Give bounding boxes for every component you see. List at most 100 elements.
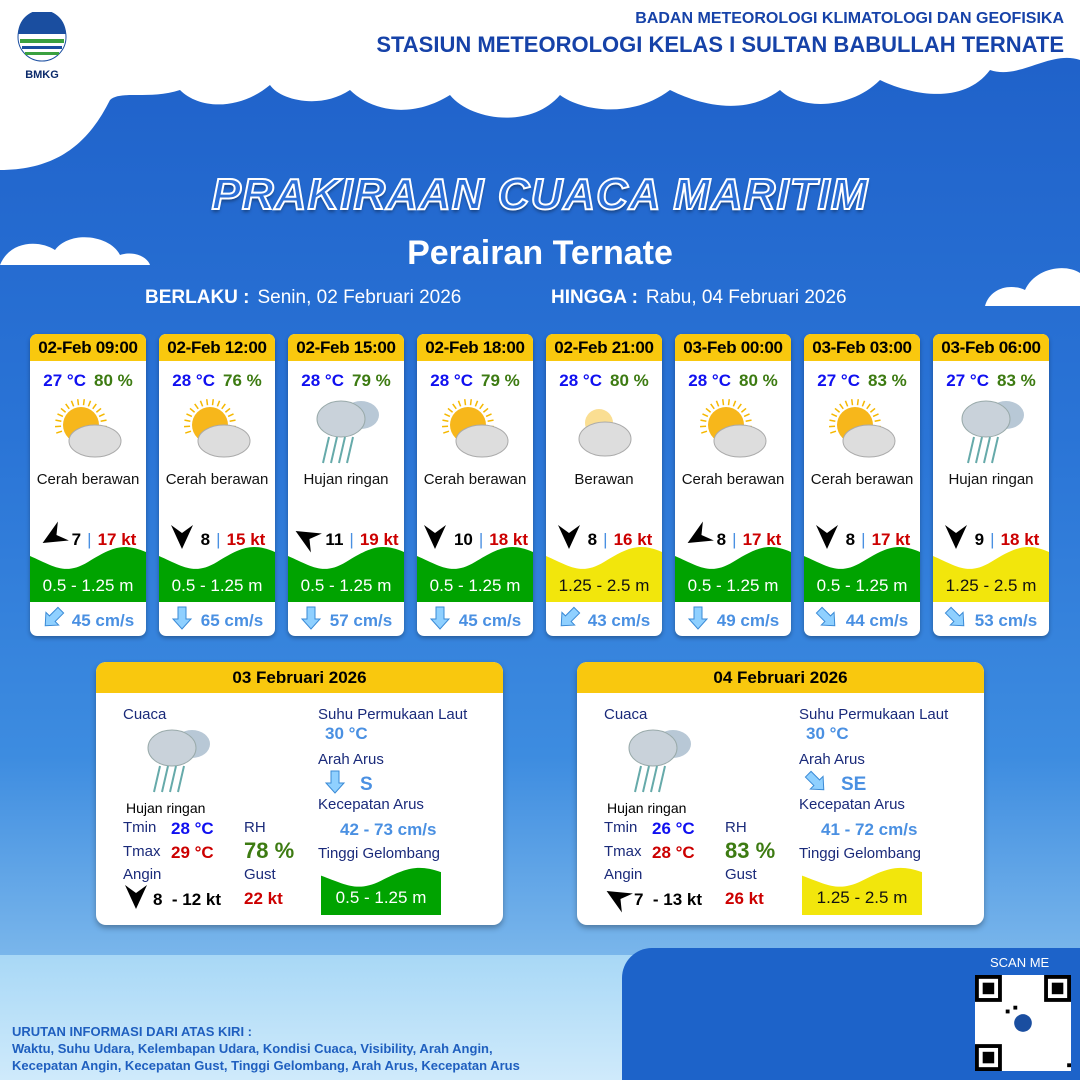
current-direction-icon	[558, 606, 581, 635]
current-direction-icon	[687, 606, 709, 635]
org-name: BADAN METEOROLOGI KLIMATOLOGI DAN GEOFIS…	[635, 10, 1064, 27]
sst-label: Suhu Permukaan Laut	[799, 706, 949, 723]
wave-height-value: 1.25 - 2.5 m	[816, 888, 908, 907]
humidity: 83 %	[996, 371, 1036, 390]
current-direction-value: S	[360, 774, 373, 795]
current-direction-label: Arah Arus	[799, 751, 865, 768]
divider: |	[87, 529, 92, 549]
current-speed-label: Kecepatan Arus	[799, 796, 905, 813]
temperature: 27 °C	[43, 371, 86, 390]
weather-condition: Hujan ringan	[303, 471, 389, 488]
divider: |	[603, 529, 608, 549]
wave-graphic	[675, 546, 791, 602]
cloud-left	[0, 237, 150, 265]
divider: |	[861, 529, 866, 549]
gust-speed: 17 kt	[742, 529, 782, 549]
gust-speed: 15 kt	[226, 529, 266, 549]
humidity: 80 %	[609, 371, 649, 390]
wind-direction-icon	[814, 524, 840, 555]
footer-heading: URUTAN INFORMASI DARI ATAS KIRI :	[12, 1024, 252, 1039]
weather-label: Cuaca	[604, 706, 648, 723]
weather-condition: Cerah berawan	[681, 471, 785, 488]
divider: |	[478, 529, 484, 549]
wind-range: 8 - 12 kt	[153, 889, 222, 909]
partly-cloudy-icon	[159, 397, 275, 461]
divider: |	[216, 529, 221, 549]
humidity: 79 %	[351, 371, 391, 390]
scan-me-label: SCAN ME	[990, 955, 1050, 970]
current-speed: 53 cm/s	[974, 610, 1038, 630]
weather-condition: Hujan ringan	[607, 800, 687, 816]
bmkg-logo: BMKG	[14, 10, 70, 81]
wave-height: 0.5 - 1.25 m	[300, 576, 392, 595]
weather-condition: Hujan ringan	[948, 471, 1034, 488]
gust-speed: 18 kt	[1000, 529, 1040, 549]
valid-from-label: BERLAKU :	[145, 287, 250, 308]
wind-speed: 11	[325, 529, 344, 549]
sst-value: 30 °C	[325, 724, 368, 743]
footer-info: URUTAN INFORMASI DARI ATAS KIRI : Waktu,…	[12, 1023, 520, 1074]
temperature: 28 °C	[301, 371, 344, 390]
current-speed: 43 cm/s	[587, 610, 651, 630]
current-speed: 49 cm/s	[716, 610, 780, 630]
current-direction-icon	[815, 606, 838, 635]
wind-label: Angin	[604, 866, 643, 883]
current-direction-icon	[171, 606, 193, 635]
forecast-time: 02-Feb 09:00	[30, 334, 146, 361]
current-speed: 65 cm/s	[200, 610, 264, 630]
wind-label: Angin	[123, 866, 162, 883]
current-speed: 57 cm/s	[329, 610, 393, 630]
divider: |	[349, 529, 354, 549]
wind-direction-icon	[169, 524, 195, 555]
wave-graphic	[288, 546, 404, 602]
light-rain-icon	[142, 726, 212, 801]
wave-height-value: 0.5 - 1.25 m	[335, 888, 427, 907]
current-direction-label: Arah Arus	[318, 751, 384, 768]
forecast-card: 02-Feb 15:00 28 °C 79 % Hujan ringan 11 | 1…	[288, 334, 404, 636]
current-direction-icon	[429, 606, 451, 635]
forecast-time: 02-Feb 15:00	[288, 334, 404, 361]
forecast-card: 02-Feb 12:00 28 °C 76 % Cerah berawan 8 | 1…	[159, 334, 275, 636]
valid-to: HINGGA : Rabu, 04 Februari 2026	[551, 287, 847, 309]
wind-direction-icon	[604, 884, 633, 915]
forecast-time: 02-Feb 21:00	[546, 334, 662, 361]
rh-value: 83 %	[725, 838, 776, 863]
current-direction-value: SE	[841, 774, 867, 795]
wind-direction-icon	[422, 524, 448, 555]
wind-direction-icon	[943, 524, 969, 555]
current-speed: 45 cm/s	[458, 610, 522, 630]
forecast-time: 03-Feb 03:00	[804, 334, 920, 361]
wind-speed: 8	[587, 529, 598, 549]
humidity: 83 %	[867, 371, 907, 390]
wave-graphic	[417, 546, 533, 602]
valid-to-date: Rabu, 04 Februari 2026	[645, 287, 847, 308]
current-speed: 44 cm/s	[845, 610, 909, 630]
forecast-time: 03-Feb 06:00	[933, 334, 1049, 361]
wind-speed: 8	[200, 529, 211, 549]
bmkg-logo-icon	[17, 10, 67, 62]
current-direction-icon	[324, 770, 346, 800]
daily-panel-1: 03 Februari 2026 Cuaca Hujan ringan Tmin…	[96, 662, 503, 925]
partly-cloudy-icon	[804, 397, 920, 461]
wind-speed: 8	[716, 529, 727, 549]
temperature: 27 °C	[946, 371, 989, 390]
gust-value: 22 kt	[244, 889, 283, 908]
wave-graphic	[802, 867, 922, 920]
qr-code[interactable]	[975, 975, 1071, 1071]
partly-cloudy-icon	[417, 397, 533, 461]
cloudy-icon	[546, 397, 662, 461]
light-rain-icon	[288, 397, 404, 464]
wave-graphic	[804, 546, 920, 602]
forecast-card: 02-Feb 18:00 28 °C 79 % Cerah berawan 10 |…	[417, 334, 533, 636]
current-speed-label: Kecepatan Arus	[318, 796, 424, 813]
valid-to-label: HINGGA :	[551, 287, 638, 308]
station-name: STASIUN METEOROLOGI KELAS I SULTAN BABUL…	[376, 32, 1064, 57]
wind-direction-icon	[685, 521, 714, 555]
forecast-time: 02-Feb 18:00	[417, 334, 533, 361]
rh-value: 78 %	[244, 838, 295, 863]
wave-height: 0.5 - 1.25 m	[687, 576, 779, 595]
daily-panel-2: 04 Februari 2026 Cuaca Hujan ringan Tmin…	[577, 662, 984, 925]
valid-from: BERLAKU : Senin, 02 Februari 2026	[145, 287, 461, 309]
gust-speed: 17 kt	[871, 529, 911, 549]
footer-line-2: Kecepatan Angin, Kecepatan Gust, Tinggi …	[12, 1058, 520, 1073]
